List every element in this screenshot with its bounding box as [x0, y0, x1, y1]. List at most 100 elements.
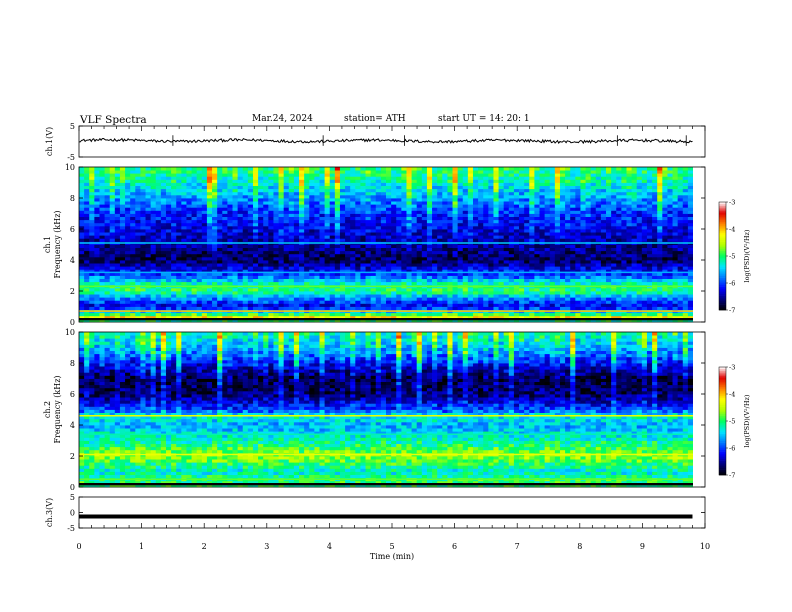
- spectrogram-cell: [575, 300, 581, 304]
- spectrogram-cell: [176, 222, 182, 227]
- spectrogram-cell: [135, 244, 141, 248]
- spectrogram-cell: [411, 198, 418, 202]
- spectrogram-cell: [519, 247, 525, 252]
- spectrogram-cell: [165, 303, 172, 307]
- spectrogram-cell: [355, 275, 361, 279]
- spectrogram-cell: [672, 207, 679, 211]
- spectrogram-cell: [641, 204, 648, 208]
- spectrogram-cell: [176, 315, 182, 320]
- spectrogram-cell: [483, 266, 489, 270]
- spectrogram-cell: [391, 287, 397, 292]
- spectrogram-cell: [268, 315, 274, 320]
- spectrogram-cell: [534, 204, 540, 208]
- spectrogram-cell: [590, 263, 597, 267]
- spectrogram-cell: [483, 247, 489, 252]
- spectrogram-cell: [217, 260, 223, 264]
- spectrogram-cell: [119, 207, 126, 211]
- spectrogram-cell: [186, 306, 192, 310]
- spectrogram-cell: [437, 244, 443, 248]
- spectrogram-cell: [258, 312, 264, 317]
- spectrogram-cell: [432, 291, 438, 295]
- spectrogram-cell: [478, 275, 484, 279]
- spectrogram-cell: [370, 198, 377, 202]
- spectrogram-cell: [145, 191, 152, 196]
- spectrogram-cell: [293, 213, 300, 217]
- spectrogram-cell: [334, 315, 341, 320]
- spectrogram-cell: [391, 219, 397, 224]
- spectrogram-cell: [84, 229, 90, 233]
- spectrogram-cell: [508, 247, 515, 252]
- spectrogram-cell: [165, 194, 172, 199]
- spectrogram-cell: [278, 235, 285, 239]
- spectrogram-cell: [549, 269, 556, 273]
- spectrogram-cell: [391, 207, 397, 211]
- spectrogram-cell: [498, 219, 505, 224]
- spectrogram-cell: [109, 207, 116, 211]
- spectrogram-cell: [155, 216, 162, 221]
- spectrogram-cell: [575, 294, 581, 298]
- spectrogram-cell: [636, 318, 643, 323]
- spectrogram-cell: [212, 238, 218, 242]
- spectrogram-cell: [631, 194, 638, 199]
- spectrogram-cell: [621, 266, 627, 270]
- spectrogram-cell: [375, 312, 382, 317]
- spectrogram-cell: [176, 275, 182, 279]
- spectrogram-cell: [206, 207, 213, 211]
- spectrogram-cell: [171, 300, 177, 304]
- spectrogram-cell: [421, 303, 428, 307]
- spectrogram-cell: [554, 263, 561, 267]
- spectrogram-cell: [616, 275, 622, 279]
- spectrogram-cell: [616, 294, 622, 298]
- spectrogram-cell: [160, 297, 167, 301]
- spectrogram-cell: [595, 210, 602, 214]
- spectrogram-cell: [472, 198, 479, 202]
- spectrogram-cell: [165, 266, 172, 270]
- spectrogram-cell: [232, 291, 239, 295]
- spectrogram-cell: [478, 219, 484, 224]
- spectrogram-cell: [687, 275, 694, 279]
- spectrogram-cell: [421, 287, 428, 292]
- spectrogram-cell: [334, 198, 341, 202]
- spectrogram-cell: [657, 291, 663, 295]
- spectrogram-cell: [186, 253, 192, 258]
- spectrogram-cell: [350, 207, 356, 211]
- spectrogram-cell: [181, 291, 187, 295]
- spectrogram-cell: [130, 238, 136, 242]
- spectrogram-cell: [549, 275, 556, 279]
- spectrogram-cell: [355, 263, 361, 267]
- spectrogram-cell: [319, 263, 325, 267]
- spectrogram-cell: [319, 194, 325, 199]
- spectrogram-cell: [227, 300, 233, 304]
- spectrogram-cell: [498, 204, 505, 208]
- spectrogram-cell: [452, 235, 459, 239]
- spectrogram-cell: [401, 238, 407, 242]
- spectrogram-cell: [503, 263, 510, 267]
- spectrogram-cell: [590, 201, 597, 205]
- spectrogram-cell: [94, 247, 100, 252]
- spectrogram-cell: [575, 256, 581, 261]
- spectrogram-cell: [252, 272, 259, 276]
- spectrogram-cell: [114, 219, 121, 224]
- spectrogram-cell: [544, 235, 551, 239]
- spectrogram-cell: [488, 232, 494, 236]
- spectrogram-cell: [391, 194, 397, 199]
- spectrogram-cell: [467, 256, 474, 261]
- spectrogram-cell: [437, 256, 443, 261]
- spectrogram-cell: [657, 213, 663, 217]
- spectrogram-cell: [641, 306, 648, 310]
- spectrogram-cell: [549, 194, 556, 199]
- spectrogram-cell: [237, 244, 244, 248]
- spectrogram-cell: [426, 275, 433, 279]
- spectrogram-cell: [672, 269, 679, 273]
- spectrogram-cell: [360, 191, 366, 196]
- spectrogram-cell: [360, 303, 366, 307]
- spectrogram-cell: [442, 210, 448, 214]
- spectrogram-cell: [130, 300, 136, 304]
- spectrogram-cell: [176, 281, 182, 286]
- spectrogram-cell: [232, 287, 239, 292]
- spectrogram-cell: [150, 275, 157, 279]
- spectrogram-cell: [580, 225, 586, 230]
- spectrogram-cell: [135, 263, 141, 267]
- spectrogram-cell: [227, 204, 233, 208]
- spectrogram-cell: [201, 222, 208, 227]
